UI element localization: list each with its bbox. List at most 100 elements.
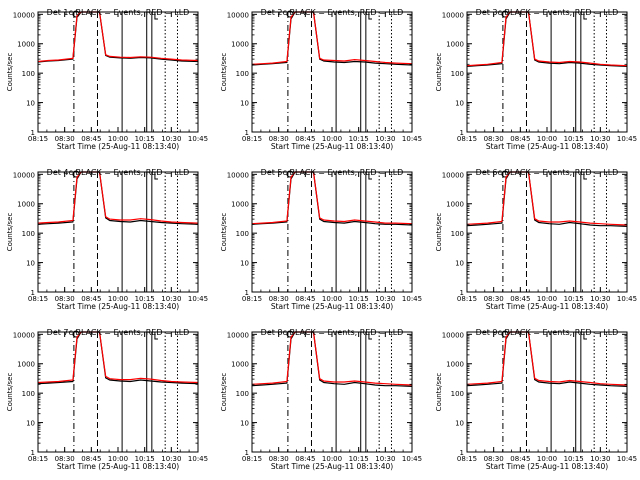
x-tick-label: 10:30 [375, 295, 395, 303]
series-line-lld [37, 11, 199, 63]
x-tick-label: 08:15 [242, 135, 262, 143]
y-axis-label: Counts/sec [6, 53, 14, 92]
x-tick-label: 08:30 [55, 455, 75, 463]
plot-frame [251, 331, 413, 453]
y-axis-label: Counts/sec [6, 213, 14, 252]
panel-title: Det 2c BLACK = Events, RED = LLD [261, 8, 404, 17]
y-tick-label: 1000 [446, 41, 464, 49]
y-tick-label: 10000 [13, 331, 35, 339]
x-axis-label: Start Time (25-Aug-11 08:13:40) [486, 142, 608, 151]
event-marker-bracket [154, 12, 158, 20]
y-tick-label: 1 [31, 129, 35, 137]
series-line-lld [466, 331, 628, 386]
series-line-events [251, 331, 413, 387]
series-line-events [37, 171, 199, 225]
y-tick-label: 100 [236, 70, 249, 78]
y-tick-label: 100 [236, 230, 249, 238]
x-tick-label: 10:15 [135, 455, 155, 463]
panel-det6: 1 10 100 1000 10000 08:15 08:30 08:45 10:00 10:15… [435, 168, 637, 311]
y-tick-label: 10000 [442, 11, 464, 19]
x-axis-label: Start Time (25-Aug-11 08:13:40) [486, 302, 608, 311]
y-tick-label: 1000 [17, 41, 35, 49]
event-marker-bracket [154, 172, 158, 180]
series-line-events [37, 331, 199, 385]
x-tick-label: 08:45 [295, 455, 315, 463]
x-tick-label: 10:45 [188, 455, 208, 463]
x-tick-label: 08:45 [81, 455, 101, 463]
x-tick-label: 08:15 [457, 295, 477, 303]
x-tick-label: 10:15 [135, 135, 155, 143]
x-tick-label: 10:45 [617, 135, 637, 143]
plot-frame [251, 171, 413, 293]
panel-det7: 1 10 100 1000 10000 08:15 08:30 08:45 10:00 10:15… [6, 328, 208, 471]
y-tick-label: 1 [245, 449, 249, 457]
y-tick-label: 100 [451, 70, 464, 78]
panel-det9: 1 10 100 1000 10000 08:15 08:30 08:45 10:00 10:15… [435, 328, 637, 471]
x-tick-label: 08:15 [242, 295, 262, 303]
y-tick-label: 1000 [446, 201, 464, 209]
y-tick-label: 10 [455, 260, 464, 268]
x-tick-label: 10:45 [402, 135, 422, 143]
x-tick-label: 08:30 [484, 455, 504, 463]
x-tick-label: 10:45 [188, 295, 208, 303]
series-line-lld [466, 11, 628, 67]
y-tick-label: 100 [236, 390, 249, 398]
x-tick-label: 10:45 [402, 455, 422, 463]
y-tick-label: 10000 [227, 171, 249, 179]
y-tick-label: 1000 [231, 361, 249, 369]
y-tick-label: 10 [455, 100, 464, 108]
x-tick-label: 10:00 [537, 135, 557, 143]
x-tick-label: 10:15 [135, 295, 155, 303]
y-tick-label: 10000 [442, 331, 464, 339]
x-axis-label: Start Time (25-Aug-11 08:13:40) [271, 142, 393, 151]
panel-det2: 1 10 100 1000 10000 08:15 08:30 08:45 10:00 10:15… [220, 8, 422, 151]
x-tick-label: 08:30 [269, 295, 289, 303]
x-tick-label: 10:45 [402, 295, 422, 303]
x-tick-label: 08:30 [269, 455, 289, 463]
y-tick-label: 1000 [231, 201, 249, 209]
series-line-events [466, 331, 628, 387]
x-tick-label: 10:00 [322, 295, 342, 303]
x-tick-label: 08:45 [295, 135, 315, 143]
x-tick-label: 10:15 [564, 135, 584, 143]
plot-frame [37, 11, 199, 133]
plot-frame [466, 11, 628, 133]
x-tick-label: 10:45 [617, 455, 637, 463]
series-line-lld [251, 11, 413, 65]
plot-frame [466, 331, 628, 453]
x-tick-label: 08:30 [55, 135, 75, 143]
y-tick-label: 1 [245, 289, 249, 297]
x-tick-label: 08:45 [81, 295, 101, 303]
panel-title: Det 3c BLACK = Events, RED = LLD [476, 8, 619, 17]
panel-title: Det 6c BLACK = Events, RED = LLD [476, 168, 619, 177]
x-tick-label: 10:30 [161, 295, 181, 303]
y-tick-label: 10000 [227, 331, 249, 339]
x-tick-label: 10:00 [108, 295, 128, 303]
x-tick-label: 10:30 [590, 295, 610, 303]
y-tick-label: 1 [245, 129, 249, 137]
x-tick-label: 08:45 [510, 295, 530, 303]
y-axis-label: Counts/sec [220, 373, 228, 412]
panel-det3: 1 10 100 1000 10000 08:15 08:30 08:45 10:00 10:15… [435, 8, 637, 151]
x-tick-label: 10:00 [322, 135, 342, 143]
series-line-events [466, 171, 628, 227]
panel-title: Det 4c BLACK = Events, RED = LLD [47, 168, 190, 177]
x-tick-label: 10:30 [161, 455, 181, 463]
x-tick-label: 10:15 [349, 135, 369, 143]
plot-frame [37, 171, 199, 293]
y-tick-label: 10000 [227, 11, 249, 19]
x-tick-label: 08:45 [81, 135, 101, 143]
x-tick-label: 10:00 [108, 135, 128, 143]
series-line-lld [37, 171, 199, 224]
x-axis-label: Start Time (25-Aug-11 08:13:40) [271, 302, 393, 311]
x-tick-label: 08:15 [28, 455, 48, 463]
x-tick-label: 08:30 [269, 135, 289, 143]
event-marker-bracket [154, 332, 158, 340]
series-line-events [37, 11, 199, 63]
y-tick-label: 10 [240, 420, 249, 428]
y-tick-label: 1000 [231, 41, 249, 49]
y-tick-label: 10 [455, 420, 464, 428]
panel-title: Det 5c BLACK = Events, RED = LLD [261, 168, 404, 177]
x-tick-label: 10:30 [375, 455, 395, 463]
